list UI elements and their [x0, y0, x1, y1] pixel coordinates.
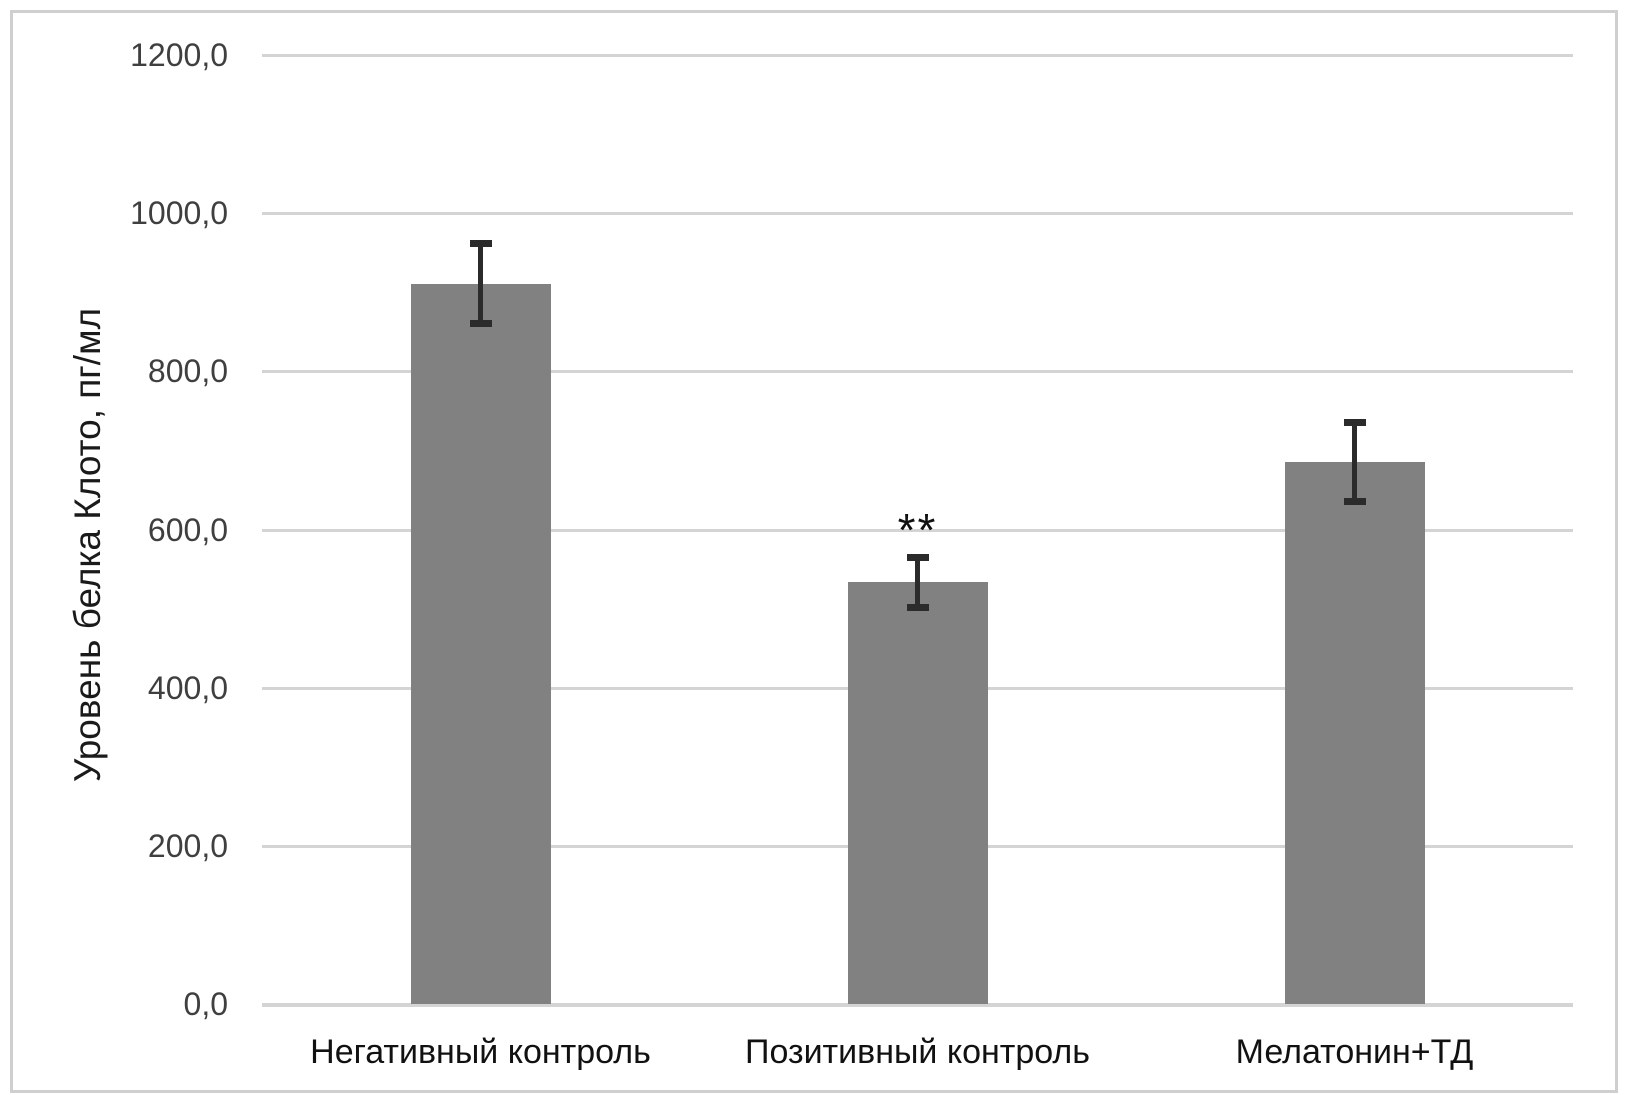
y-axis-tick-label: 400,0 — [147, 669, 228, 706]
y-axis-tick-label: 200,0 — [147, 827, 228, 864]
gridline — [262, 1003, 1573, 1007]
error-bar-cap-bottom — [906, 604, 929, 612]
error-bar-line — [478, 243, 483, 324]
y-axis-tick-label: 600,0 — [147, 511, 228, 548]
error-bar-line — [1352, 422, 1357, 502]
x-axis-category-label: Негативный контроль — [310, 1033, 651, 1071]
x-axis-category-label: Мелатонин+ТД — [1235, 1033, 1474, 1071]
y-axis-tick-label: 1200,0 — [130, 37, 228, 73]
data-bar — [847, 582, 988, 1004]
significance-marker: ** — [897, 504, 938, 557]
y-axis-tick-label: 0,0 — [183, 986, 228, 1022]
gridline — [262, 54, 1573, 57]
gridline — [262, 370, 1573, 374]
gridline — [262, 212, 1573, 216]
error-bar-cap-top — [1343, 419, 1366, 427]
data-bar — [410, 283, 551, 1004]
error-bar-cap-top — [906, 553, 929, 561]
error-bar-cap-bottom — [469, 320, 492, 328]
y-axis-tick-label: 800,0 — [147, 353, 228, 390]
error-bar-cap-bottom — [1343, 498, 1366, 506]
gridline — [262, 528, 1573, 532]
error-bar-cap-top — [469, 239, 492, 247]
data-bar — [1284, 462, 1425, 1004]
x-axis-category-label: Позитивный контроль — [745, 1033, 1090, 1071]
y-axis-tick-label: 1000,0 — [130, 195, 228, 232]
error-bar-line — [915, 557, 920, 608]
